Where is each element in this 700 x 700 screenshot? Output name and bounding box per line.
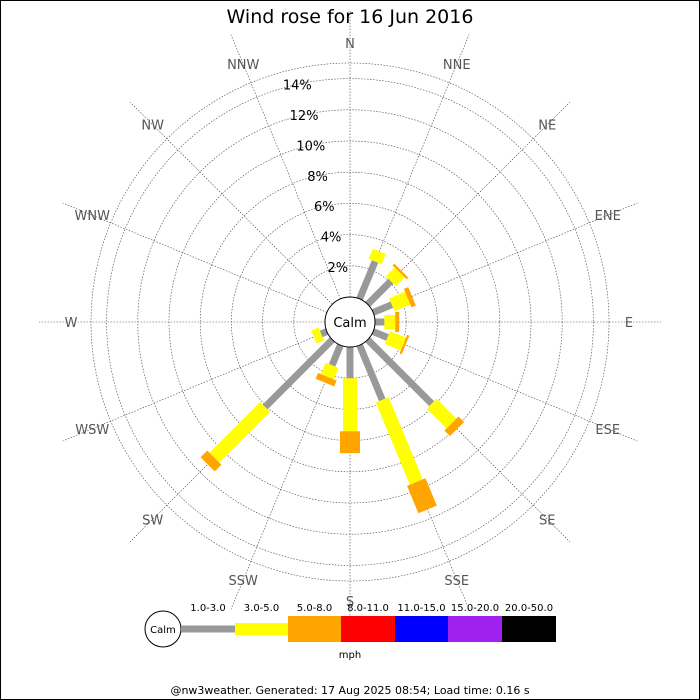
grid-spoke [372, 202, 638, 313]
percent-label: 6% [314, 200, 335, 215]
bar-ese-bin-1 [384, 331, 407, 351]
bar-sw-bin-0 [262, 337, 335, 410]
bar-ne-bin-1 [385, 267, 405, 287]
legend-calm-label: Calm [150, 625, 176, 636]
direction-label-nne: NNE [443, 58, 471, 73]
legend-swatch-2 [288, 616, 341, 642]
bar-sse-bin-1 [375, 397, 423, 485]
legend-bin-label-3: 8.0-11.0 [347, 603, 389, 614]
grid-ring [106, 78, 594, 566]
grid-spoke [359, 344, 470, 610]
grid-spoke [367, 339, 571, 543]
percent-label: 8% [307, 170, 328, 185]
grid-spoke [230, 34, 341, 300]
legend-bin-label-1: 3.0-5.0 [244, 603, 279, 614]
direction-label-n: N [345, 37, 355, 52]
calm-label: Calm [333, 316, 366, 331]
direction-label-sw: SW [142, 513, 163, 528]
grid-spoke [367, 101, 571, 305]
legend-bin-label-6: 20.0-50.0 [505, 603, 553, 614]
bar-wsw-bin-1 [311, 327, 324, 344]
direction-label-ene: ENE [595, 209, 621, 224]
percent-label: 4% [321, 231, 342, 246]
legend-bin-label-0: 1.0-3.0 [190, 603, 225, 614]
bar-ese-bin-2 [399, 334, 410, 355]
direction-label-nw: NW [141, 119, 164, 134]
legend-unit-label: mph [339, 650, 361, 661]
grid-ring [199, 171, 501, 473]
grid-spoke [230, 344, 341, 610]
percent-label: 14% [283, 78, 312, 93]
legend-bin-label-2: 5.0-8.0 [297, 603, 332, 614]
bar-ene-bin-2 [403, 287, 416, 308]
bar-sw-bin-1 [209, 402, 270, 463]
direction-label-s: S [346, 595, 354, 610]
legend-bin-label-4: 11.0-15.0 [397, 603, 445, 614]
legend-bin-label-5: 15.0-20.0 [451, 603, 499, 614]
direction-label-sse: SSE [444, 574, 469, 589]
percent-label: 2% [328, 261, 349, 276]
legend-swatch-4 [395, 616, 448, 642]
footer-text: @nw3weather. Generated: 17 Aug 2025 08:5… [170, 684, 529, 697]
bar-nne-bin-0 [356, 260, 379, 301]
grid-spoke [62, 331, 328, 442]
bar-ene-bin-1 [389, 291, 411, 312]
direction-label-ese: ESE [595, 423, 620, 438]
grid-spoke [62, 202, 328, 313]
bar-se-bin-1 [426, 398, 457, 429]
grid-spoke [372, 331, 638, 442]
direction-label-e: E [625, 316, 633, 331]
legend-swatch-0 [181, 625, 235, 633]
grid-spoke [129, 101, 333, 305]
legend-swatch-6 [502, 616, 556, 642]
bar-ssw-bin-1 [320, 362, 339, 380]
direction-labels: N NNE NE ENE E ESE SE SSE S SSW SW WSW W WNW NW NNW [65, 37, 634, 610]
legend-swatch-1 [235, 623, 288, 635]
direction-label-se: SE [539, 513, 555, 528]
legend-swatch-3 [341, 616, 395, 642]
percent-label: 10% [296, 139, 325, 154]
bar-wsw-bin-0 [319, 328, 329, 338]
direction-label-ne: NE [538, 119, 556, 134]
legend-swatch-5 [448, 616, 502, 642]
bar-se-bin-0 [365, 337, 435, 407]
direction-label-ssw: SSW [229, 574, 259, 589]
polar-grid [39, 11, 661, 633]
direction-label-nnw: NNW [227, 58, 259, 73]
percent-labels: 2% 4% 6% 8% 10% 12% 14% [283, 78, 348, 276]
bar-sw-bin-2 [200, 450, 222, 472]
grid-ring [262, 234, 438, 410]
bar-ssw-bin-0 [328, 343, 344, 367]
calm-circle [324, 296, 376, 348]
grid-spoke [129, 339, 333, 543]
bar-ene-bin-0 [371, 301, 394, 316]
direction-label-wnw: WNW [75, 209, 111, 224]
bar-ese-bin-0 [371, 328, 389, 341]
grid-spoke [359, 34, 470, 300]
percent-label: 12% [290, 109, 319, 124]
bar-ne-bin-2 [392, 263, 409, 280]
bar-sse-bin-2 [407, 478, 437, 514]
bar-sse-bin-0 [356, 343, 386, 402]
bar-ne-bin-0 [365, 278, 394, 307]
bar-se-bin-2 [444, 416, 465, 437]
direction-label-w: W [65, 316, 78, 331]
bar-ssw-bin-2 [315, 372, 337, 387]
bar-nne-bin-1 [368, 248, 386, 265]
direction-label-wsw: WSW [75, 423, 109, 438]
wind-bars [200, 248, 465, 514]
speed-legend: Calm mph 1.0-3.0 3.0-5.0 5.0-8.0 8.0-11.0 11… [144, 603, 556, 661]
